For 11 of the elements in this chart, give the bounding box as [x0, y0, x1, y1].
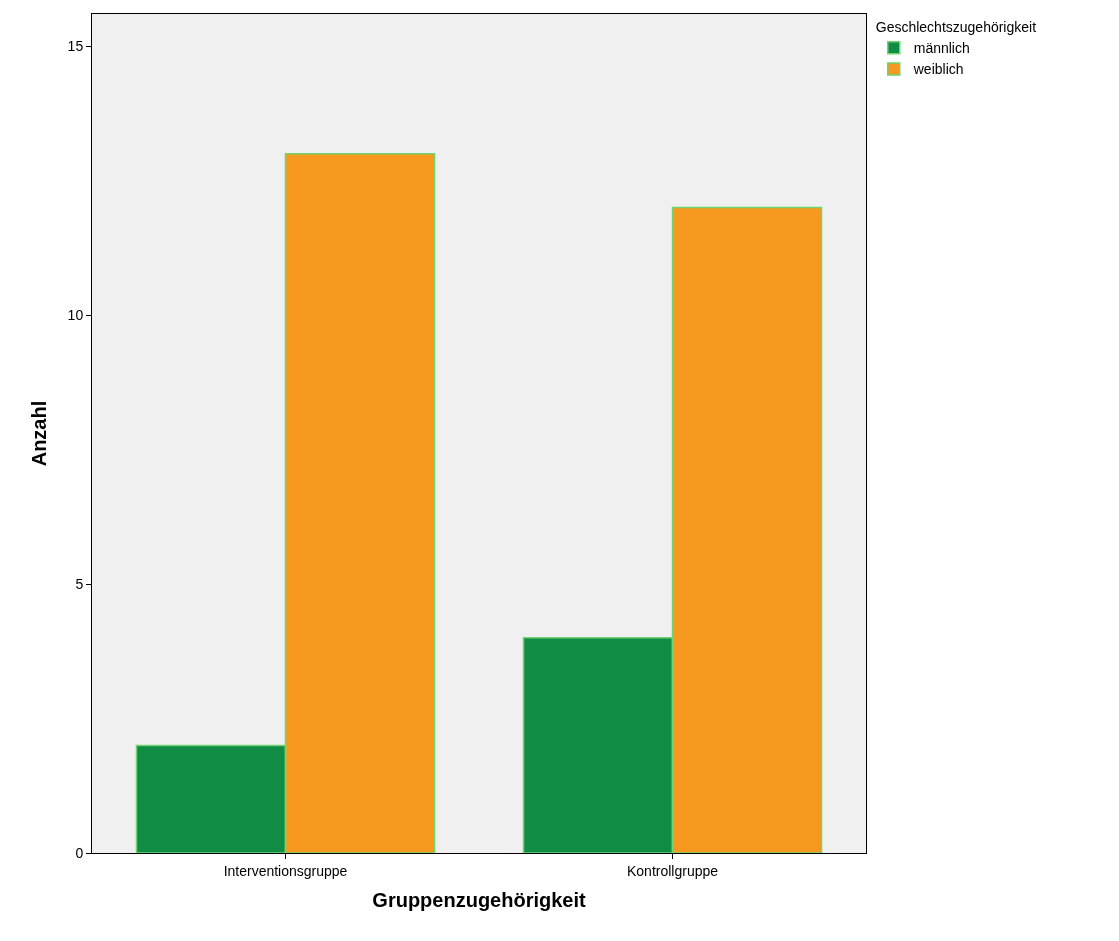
legend-label: weiblich — [912, 61, 964, 78]
x-axis-title: Gruppenzugehörigkeit — [372, 889, 587, 912]
y-axis-title: Anzahl — [28, 400, 51, 467]
y-tick-label: 10 — [67, 307, 84, 324]
y-tick-label: 5 — [75, 575, 84, 592]
legend-label: männlich — [913, 40, 970, 57]
x-tick-label: Kontrollgruppe — [626, 862, 719, 879]
x-tick-label: Interventionsgruppe — [223, 862, 348, 879]
y-tick-label: 0 — [75, 844, 84, 861]
legend-title: Geschlechtszugehörigkeit — [875, 19, 1037, 36]
y-tick-label: 15 — [67, 38, 84, 55]
